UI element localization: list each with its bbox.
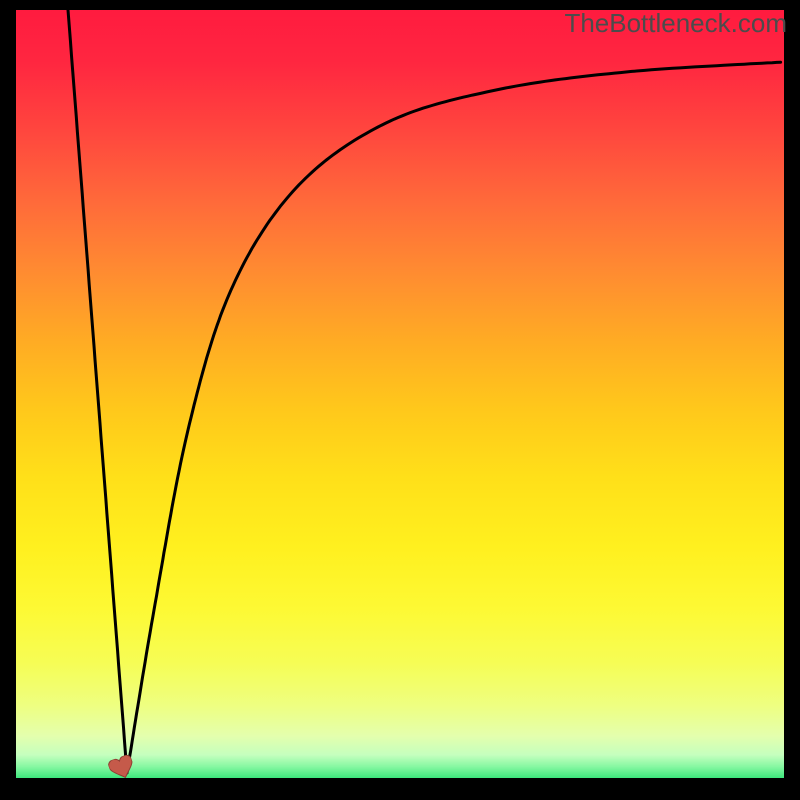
chart-frame: TheBottleneck.com — [0, 0, 800, 800]
bottleneck-curve — [16, 10, 784, 778]
watermark-text: TheBottleneck.com — [564, 8, 787, 39]
plot-area — [16, 10, 784, 778]
